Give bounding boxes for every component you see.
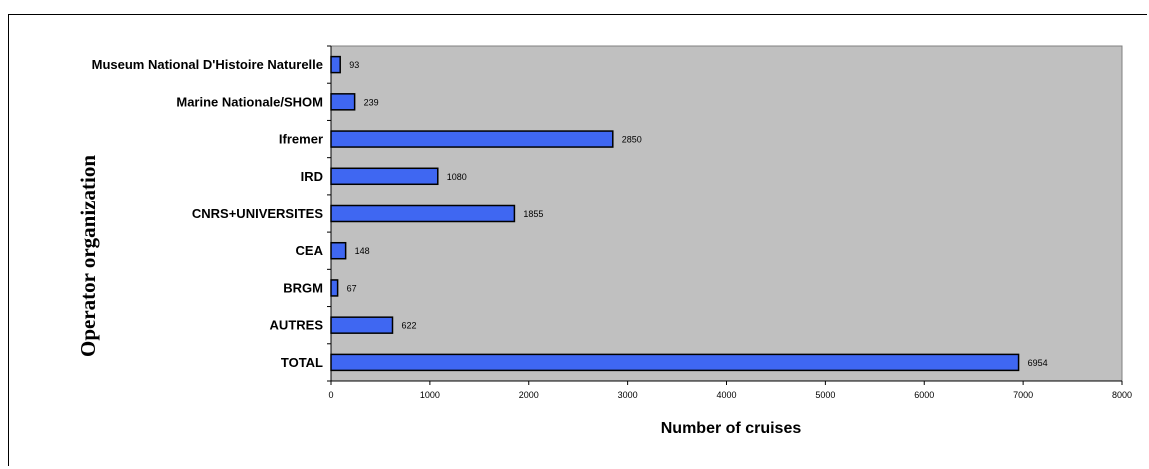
bar [330,93,356,111]
chart-frame [8,14,1147,466]
category-label: BRGM [283,280,323,295]
x-tick-label: 1000 [420,390,440,400]
data-label: 148 [355,246,370,256]
category-label: TOTAL [281,355,323,370]
category-label: CEA [296,243,324,258]
category-label: Marine Nationale/SHOM [176,94,323,109]
category-labels: Museum National D'Histoire Naturelle Mari… [92,57,324,370]
value-labels: 93 239 2850 1080 1855 148 67 622 6954 [347,60,1048,368]
x-tick-label: 6000 [914,390,934,400]
bar [330,241,347,260]
x-tick-label: 2000 [519,390,539,400]
bar [330,204,516,223]
data-label: 2850 [622,135,642,145]
x-tick-label: 4000 [716,390,736,400]
x-tick-label: 8000 [1112,390,1132,400]
bar [330,130,614,148]
data-label: 1080 [447,172,467,182]
x-tick-label: 3000 [618,390,638,400]
bar [330,279,339,297]
data-label: 6954 [1028,358,1048,368]
category-label: Museum National D'Histoire Naturelle [92,57,323,72]
category-label: Ifremer [279,132,323,147]
bar [330,316,394,334]
category-label: CNRS+UNIVERSITES [192,206,323,221]
x-axis-title: Number of cruises [661,420,802,437]
bars-group [330,55,1020,372]
bar [330,353,1020,372]
data-label: 67 [347,283,357,293]
bar [330,55,341,74]
x-tick-label: 5000 [815,390,835,400]
x-tick-label: 0 [328,390,333,400]
data-label: 622 [402,321,417,331]
data-label: 239 [364,97,379,107]
y-axis-title: Operator organization [76,155,100,357]
data-label: 1855 [523,209,543,219]
x-tick-label: 7000 [1013,390,1033,400]
y-axis [327,45,332,382]
bar [330,167,439,186]
category-label: IRD [301,169,323,184]
category-label: AUTRES [270,318,324,333]
x-axis: 0 1000 2000 3000 4000 5000 6000 7000 8000 [328,380,1132,400]
data-label: 93 [349,60,359,70]
